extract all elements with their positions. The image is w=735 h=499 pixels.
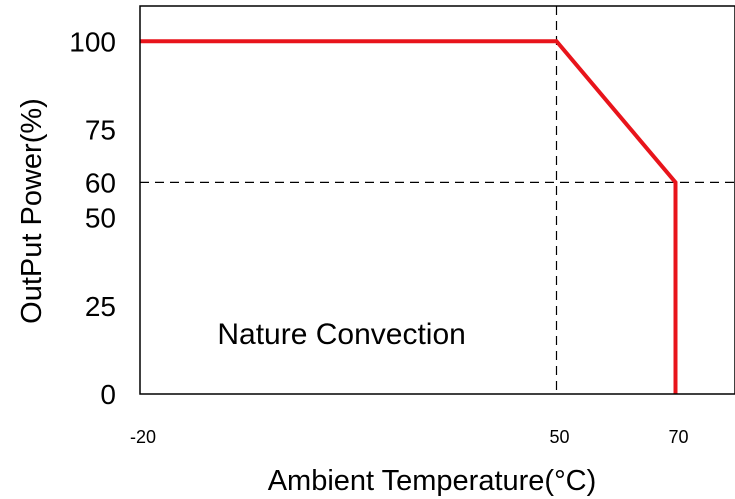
y-tick-label-60: 60 xyxy=(85,167,116,198)
y-tick-label-75: 75 xyxy=(85,114,116,145)
series-line-0 xyxy=(140,39,678,394)
x-tick-label-50: 50 xyxy=(549,427,569,447)
reference-lines xyxy=(140,6,735,394)
x-tick-labels: -20 50 70 xyxy=(130,427,689,447)
y-tick-labels: 0 25 50 60 75 100 xyxy=(69,26,116,410)
y-tick-label-100: 100 xyxy=(69,26,116,57)
plot-frame xyxy=(139,5,735,395)
x-axis-label: Ambient Temperature(°C) xyxy=(268,465,597,497)
y-axis-label: OutPut Power(%) xyxy=(16,98,48,324)
x-tick-label--20: -20 xyxy=(130,427,156,447)
series-layer xyxy=(140,39,678,394)
y-tick-label-50: 50 xyxy=(85,203,116,234)
annotation-nature-convection: Nature Convection xyxy=(217,318,465,351)
y-tick-label-0: 0 xyxy=(100,379,116,410)
y-tick-label-25: 25 xyxy=(85,291,116,322)
x-tick-label-70: 70 xyxy=(668,427,688,447)
